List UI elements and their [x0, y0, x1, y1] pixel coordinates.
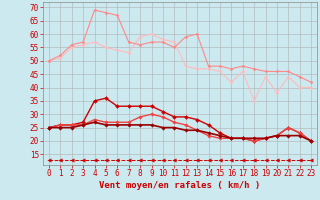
X-axis label: Vent moyen/en rafales ( km/h ): Vent moyen/en rafales ( km/h )	[100, 181, 260, 190]
